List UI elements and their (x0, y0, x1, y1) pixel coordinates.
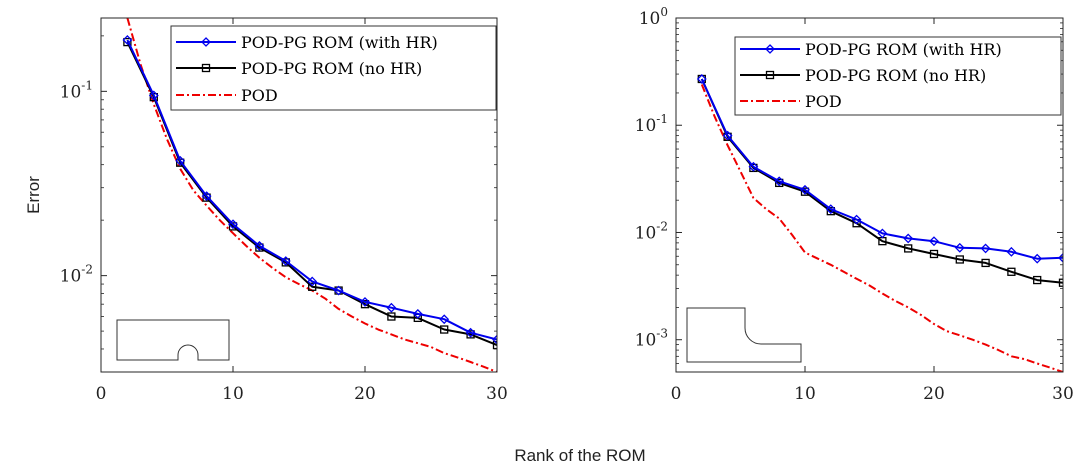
data-point-with-hr-right (722, 130, 733, 141)
data-point-with-hr-left (280, 256, 291, 266)
y-tick-label: 10-3 (635, 327, 668, 351)
legend-left: POD-PG ROM (with HR) POD-PG ROM (no HR) … (170, 25, 497, 111)
x-tick-label: 0 (96, 384, 107, 404)
x-tick-label: 20 (354, 384, 376, 404)
inset-outline-right (686, 307, 802, 363)
data-point-with-hr-left (465, 327, 476, 338)
series-group-right (696, 74, 1063, 372)
x-tick-label: 10 (222, 384, 244, 404)
data-point-no-hr-left (360, 300, 370, 309)
legend-marker-no-hr-left (201, 63, 211, 73)
data-point-with-hr-right (851, 214, 862, 225)
data-point-no-hr-right (1007, 267, 1016, 276)
data-point-with-hr-left (307, 276, 318, 287)
data-point-with-hr-right (825, 204, 836, 215)
data-point-with-hr-left (492, 334, 497, 345)
data-point-with-hr-right (800, 184, 810, 195)
data-point-no-hr-right (1033, 275, 1042, 285)
legend-label-pod-left: POD (241, 86, 278, 105)
series-group-left (122, 18, 497, 372)
data-point-with-hr-left (439, 314, 450, 325)
y-tick-label: 10-1 (60, 78, 93, 102)
data-point-no-hr-left (123, 37, 132, 47)
geometry-inset-notched-plate (116, 319, 230, 361)
x-tick-label: 20 (923, 384, 945, 404)
series-line-with-hr-left (126, 39, 497, 341)
data-point-no-hr-right (981, 258, 990, 268)
data-point-no-hr-left (308, 282, 317, 291)
legend-label-no-hr-left: POD-PG ROM (no HR) (241, 59, 422, 78)
data-point-with-hr-right (877, 228, 888, 239)
legend-label-pod-right: POD (805, 92, 842, 111)
data-point-with-hr-left (122, 35, 133, 45)
series-line-no-hr-left (126, 41, 497, 347)
legend-marker-with-hr-left (201, 37, 211, 47)
data-point-with-hr-right (954, 242, 965, 253)
x-tick-label: 30 (1052, 384, 1074, 404)
inset-outline-left (116, 319, 230, 361)
data-point-with-hr-right (903, 233, 914, 244)
data-point-with-hr-left (412, 308, 423, 319)
y-tick-label: 10-2 (60, 263, 93, 287)
data-point-no-hr-right (1058, 278, 1063, 287)
data-point-no-hr-right (929, 249, 939, 259)
data-point-with-hr-left (148, 90, 159, 101)
axes-box-right (675, 17, 1064, 373)
data-point-with-hr-left (360, 297, 370, 307)
x-axis-title: Rank of the ROM (514, 446, 645, 465)
legend-marker-no-hr-right (765, 70, 775, 80)
data-point-with-hr-left (333, 285, 344, 296)
data-point-with-hr-left (254, 240, 265, 251)
y-tick-label: 100 (639, 5, 668, 29)
data-point-no-hr-left (202, 193, 211, 202)
axes-right: 0 10 20 30 10-3 10-2 10-1 100 (635, 5, 1074, 404)
x-tick-label: 0 (671, 384, 682, 404)
data-point-with-hr-left (175, 155, 186, 166)
legend-label-with-hr-left: POD-PG ROM (with HR) (241, 33, 438, 52)
data-point-with-hr-right (929, 236, 939, 247)
axes-left: 0 10 20 30 10-2 10-1 (60, 17, 508, 404)
data-point-with-hr-right (980, 243, 991, 254)
y-tick-label: 10-1 (635, 112, 668, 136)
chart-left-panel: 0 10 20 30 10-2 10-1 POD-PG ROM (with HR) POD… (60, 17, 508, 404)
data-point-with-hr-right (1032, 253, 1043, 264)
series-line-with-hr-right (700, 78, 1063, 260)
data-point-no-hr-left (440, 325, 449, 334)
data-point-with-hr-left (228, 219, 238, 230)
y-axis-title: Error (24, 176, 43, 214)
data-point-with-hr-right (774, 176, 785, 187)
x-tick-label: 30 (486, 384, 508, 404)
legend-label-no-hr-right: POD-PG ROM (no HR) (805, 66, 986, 85)
geometry-inset-stepped-plate (686, 307, 802, 363)
series-line-no-hr-right (700, 78, 1063, 284)
data-point-with-hr-left (386, 302, 397, 313)
legend-label-with-hr-right: POD-PG ROM (with HR) (805, 40, 1002, 59)
data-point-with-hr-left (201, 191, 212, 202)
data-point-with-hr-right (748, 161, 759, 172)
data-point-with-hr-right (696, 74, 707, 84)
data-point-no-hr-left (492, 340, 497, 350)
data-point-with-hr-right (1006, 246, 1017, 257)
legend-marker-with-hr-right (765, 44, 775, 54)
legend-right: POD-PG ROM (with HR) POD-PG ROM (no HR) … (734, 36, 1062, 116)
data-point-no-hr-right (955, 255, 964, 264)
series-line-pod-right (700, 84, 1063, 372)
x-tick-label: 10 (794, 384, 816, 404)
axes-box-left (100, 17, 498, 373)
y-tick-label: 10-2 (635, 219, 668, 243)
data-point-no-hr-right (904, 244, 913, 253)
chart-right-panel: 0 10 20 30 10-3 10-2 10-1 100 POD-PG ROM (with … (635, 5, 1074, 404)
data-point-no-hr-left (387, 312, 396, 321)
